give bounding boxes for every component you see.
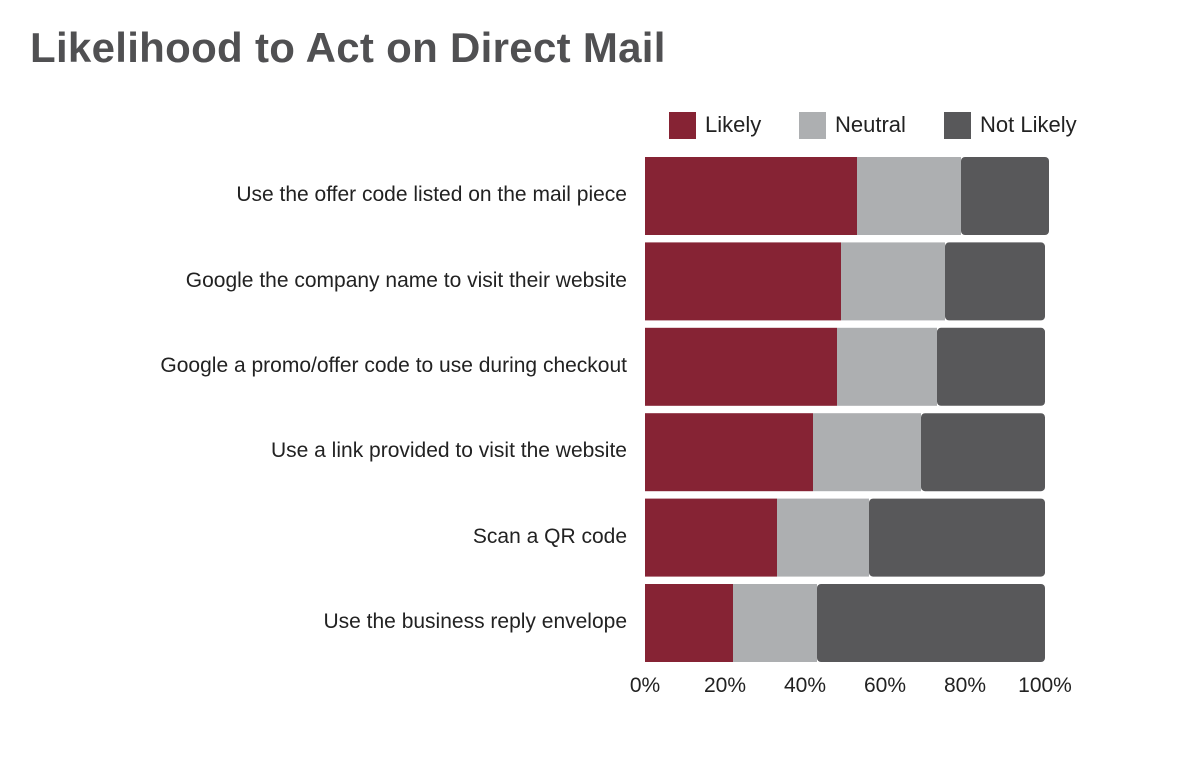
bar-segment-not-likely bbox=[869, 498, 1045, 577]
category-label: Scan a QR code bbox=[472, 525, 627, 548]
bar-segment-not-likely bbox=[921, 413, 1045, 492]
legend-swatch-neutral bbox=[799, 111, 826, 139]
x-tick-label: 100% bbox=[1018, 674, 1072, 697]
bar-segment-not-likely bbox=[817, 584, 1045, 662]
x-tick-label: 0% bbox=[630, 674, 660, 697]
legend-item-likely: Likely bbox=[669, 111, 761, 139]
bar-segment-likely bbox=[645, 498, 777, 577]
category-label: Use the offer code listed on the mail pi… bbox=[236, 183, 627, 206]
bar-segment-neutral bbox=[837, 327, 937, 406]
chart-title: Likelihood to Act on Direct Mail bbox=[30, 24, 666, 71]
x-tick-label: 40% bbox=[784, 674, 826, 697]
bar-segment-neutral bbox=[841, 242, 945, 321]
legend-label-not-likely: Not Likely bbox=[980, 112, 1077, 137]
bar-segment-neutral bbox=[777, 498, 869, 577]
category-label: Use a link provided to visit the website bbox=[270, 439, 627, 462]
legend-item-neutral: Neutral bbox=[799, 111, 906, 139]
legend-label-neutral: Neutral bbox=[835, 112, 906, 137]
legend-swatch-not-likely bbox=[944, 111, 971, 139]
bar-segment-likely bbox=[645, 413, 813, 492]
legend-swatch-likely bbox=[669, 111, 696, 139]
bar-segment-not-likely bbox=[937, 327, 1045, 406]
x-tick-label: 80% bbox=[944, 674, 986, 697]
bar-segment-likely bbox=[645, 157, 857, 235]
bar-segment-likely bbox=[645, 242, 841, 321]
category-label: Google a promo/offer code to use during … bbox=[160, 354, 627, 377]
category-label: Use the business reply envelope bbox=[323, 610, 627, 633]
bar-segment-likely bbox=[645, 584, 733, 662]
category-label: Google the company name to visit their w… bbox=[185, 269, 627, 292]
bar-segment-not-likely bbox=[945, 242, 1045, 321]
legend-item-not-likely: Not Likely bbox=[944, 111, 1077, 139]
x-tick-label: 20% bbox=[704, 674, 746, 697]
bar-segment-neutral bbox=[857, 157, 961, 235]
bar-segment-not-likely bbox=[961, 157, 1049, 235]
bar-segment-neutral bbox=[813, 413, 921, 492]
bar-segment-neutral bbox=[733, 584, 817, 662]
x-tick-label: 60% bbox=[864, 674, 906, 697]
bar-segment-likely bbox=[645, 327, 837, 406]
legend-label-likely: Likely bbox=[705, 112, 762, 137]
